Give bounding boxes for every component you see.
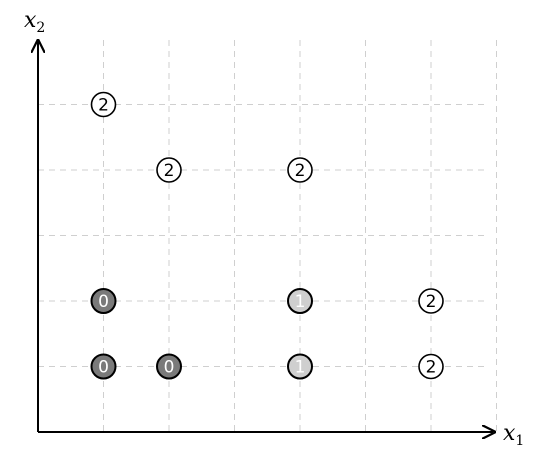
data-point-class-2: 2: [418, 353, 444, 380]
point-marker: [156, 157, 182, 183]
point-label: 0: [98, 358, 109, 378]
point-marker: [90, 288, 117, 314]
point-label: 2: [295, 161, 306, 181]
point-marker: [287, 157, 313, 183]
data-point-class-2: 2: [90, 91, 117, 118]
data-point-class-1: 1: [287, 288, 313, 314]
point-label: 1: [295, 292, 306, 312]
point-label: 2: [98, 96, 109, 116]
data-point-class-0: 0: [90, 353, 117, 380]
point-marker: [90, 353, 117, 380]
point-label: 0: [98, 292, 109, 312]
data-point-class-0: 0: [156, 353, 182, 380]
data-point-class-0: 0: [90, 288, 117, 314]
point-marker: [90, 91, 117, 118]
point-marker: [156, 353, 182, 380]
data-point-class-1: 1: [287, 353, 313, 380]
point-marker: [287, 353, 313, 380]
data-points: 2 2 2 0 1 2 0 0 1 2: [90, 91, 444, 380]
data-point-class-2: 2: [287, 157, 313, 183]
point-marker: [418, 288, 444, 314]
data-point-class-2: 2: [418, 288, 444, 314]
point-label: 2: [426, 358, 437, 378]
point-label: 1: [295, 358, 306, 378]
point-marker: [287, 288, 313, 314]
grid: [38, 40, 497, 432]
x-axis-label: x1: [503, 421, 524, 449]
point-label: 2: [164, 161, 175, 181]
point-marker: [418, 353, 444, 380]
point-label: 0: [164, 358, 175, 378]
point-label: 2: [426, 292, 437, 312]
data-point-class-2: 2: [156, 157, 182, 183]
y-axis-label: x2: [24, 8, 45, 36]
